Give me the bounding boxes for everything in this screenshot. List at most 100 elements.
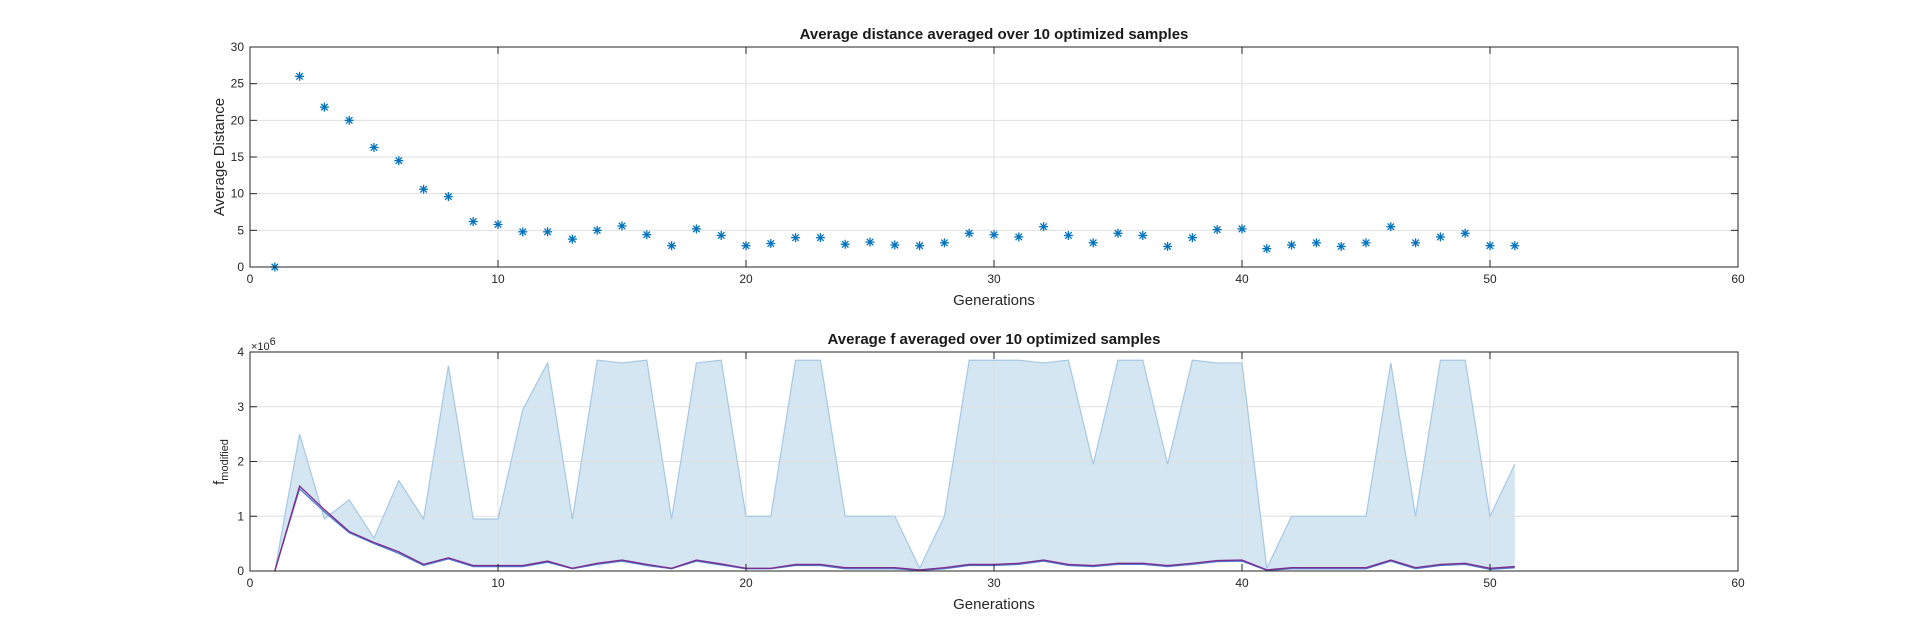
scatter-series [270, 71, 1520, 272]
data-point [1485, 241, 1495, 251]
data-point [1336, 241, 1346, 251]
data-point [840, 239, 850, 249]
band-lower-line [274, 487, 1515, 572]
x-tick-label: 60 [1731, 576, 1745, 590]
x-tick-label: 20 [739, 272, 753, 286]
y-exponent-base: ×10 [251, 341, 270, 353]
data-point [369, 142, 379, 152]
data-point [939, 238, 949, 248]
data-point [642, 230, 652, 240]
data-point [1237, 224, 1247, 234]
band-upper-line [274, 359, 1516, 572]
data-point [319, 102, 329, 112]
data-point [1287, 240, 1297, 250]
data-point [468, 217, 478, 227]
data-point [989, 230, 999, 240]
data-point [617, 221, 627, 231]
data-point [1411, 238, 1421, 248]
x-tick-label: 40 [1235, 576, 1249, 590]
data-point [344, 115, 354, 125]
y-tick-label: 20 [231, 113, 245, 127]
x-tick-label: 10 [491, 272, 505, 286]
x-tick-label: 50 [1483, 272, 1497, 286]
x-tick-label: 0 [247, 272, 254, 286]
data-point [1088, 238, 1098, 248]
y-tick-label: 2 [237, 455, 244, 469]
data-point [1014, 232, 1024, 242]
data-point [1039, 222, 1049, 232]
data-point [1138, 230, 1148, 240]
data-point [1311, 238, 1321, 248]
band-area [274, 360, 1515, 571]
svg-text:fmodified: fmodified [211, 439, 231, 485]
x-tick-label: 40 [1235, 272, 1249, 286]
data-point [1163, 241, 1173, 251]
x-tick-label: 60 [1731, 272, 1745, 286]
x-axis-label: Generations [953, 292, 1035, 309]
y-tick-labels: 0 1 2 3 4 [237, 345, 244, 578]
data-point [791, 233, 801, 243]
x-tick-label: 30 [987, 272, 1001, 286]
data-point [518, 227, 528, 237]
x-axis-label: Generations [953, 596, 1035, 613]
y-tick-labels: 0 5 10 15 20 25 30 [231, 40, 245, 274]
y-tick-label: 1 [237, 509, 244, 523]
tick-marks [249, 351, 1739, 572]
y-tick-label: 3 [237, 400, 244, 414]
data-point [1262, 244, 1272, 254]
data-point [865, 237, 875, 247]
chart-title: Average f averaged over 10 optimized sam… [828, 331, 1161, 348]
data-point [1113, 228, 1123, 238]
y-tick-label: 10 [231, 187, 245, 201]
data-point [1510, 241, 1520, 251]
y-tick-label: 5 [237, 223, 244, 237]
data-point [964, 228, 974, 238]
y-tick-label: 0 [237, 564, 244, 578]
data-point [1460, 228, 1470, 238]
tick-marks [249, 46, 1739, 268]
y-tick-label: 30 [231, 40, 245, 54]
data-point [890, 240, 900, 250]
data-point [741, 241, 751, 251]
data-point [1063, 230, 1073, 240]
data-point [493, 219, 503, 229]
x-tick-labels: 0 10 20 30 40 50 60 [247, 576, 1745, 590]
data-point [766, 239, 776, 249]
data-point [419, 184, 429, 194]
y-tick-label: 0 [237, 260, 244, 274]
data-point [815, 233, 825, 243]
chart-title: Average distance averaged over 10 optimi… [800, 26, 1189, 43]
data-point [443, 192, 453, 202]
data-point [716, 230, 726, 240]
data-point [691, 224, 701, 234]
mean-line [274, 484, 1515, 572]
y-exponent-label: ×106 [251, 336, 276, 353]
x-tick-labels: 0 10 20 30 40 50 60 [247, 272, 1745, 286]
x-tick-label: 0 [247, 576, 254, 590]
x-tick-label: 50 [1483, 576, 1497, 590]
data-point [592, 225, 602, 235]
y-tick-label: 15 [231, 150, 245, 164]
data-point [394, 156, 404, 166]
x-tick-label: 30 [987, 576, 1001, 590]
y-axis-label: Average Distance [211, 98, 228, 216]
data-point [543, 227, 553, 237]
data-point [1212, 225, 1222, 235]
axes-average-distance: 0 10 20 30 40 50 60 0 5 10 15 20 25 30 Average dista… [211, 26, 1745, 309]
x-tick-label: 10 [491, 576, 505, 590]
y-axis-label: fmodified [211, 439, 231, 485]
data-point [1187, 233, 1197, 243]
y-axis-label-subscript: modified [219, 439, 231, 481]
y-exponent-power: 6 [270, 336, 276, 348]
y-tick-label: 4 [237, 345, 244, 359]
y-tick-label: 25 [231, 77, 245, 91]
x-tick-label: 20 [739, 576, 753, 590]
data-point [667, 241, 677, 251]
line-series [274, 359, 1516, 572]
data-point [1435, 232, 1445, 242]
data-point [295, 71, 305, 81]
data-point [1361, 238, 1371, 248]
y-axis-label-main: f [211, 480, 228, 485]
data-point [915, 241, 925, 251]
